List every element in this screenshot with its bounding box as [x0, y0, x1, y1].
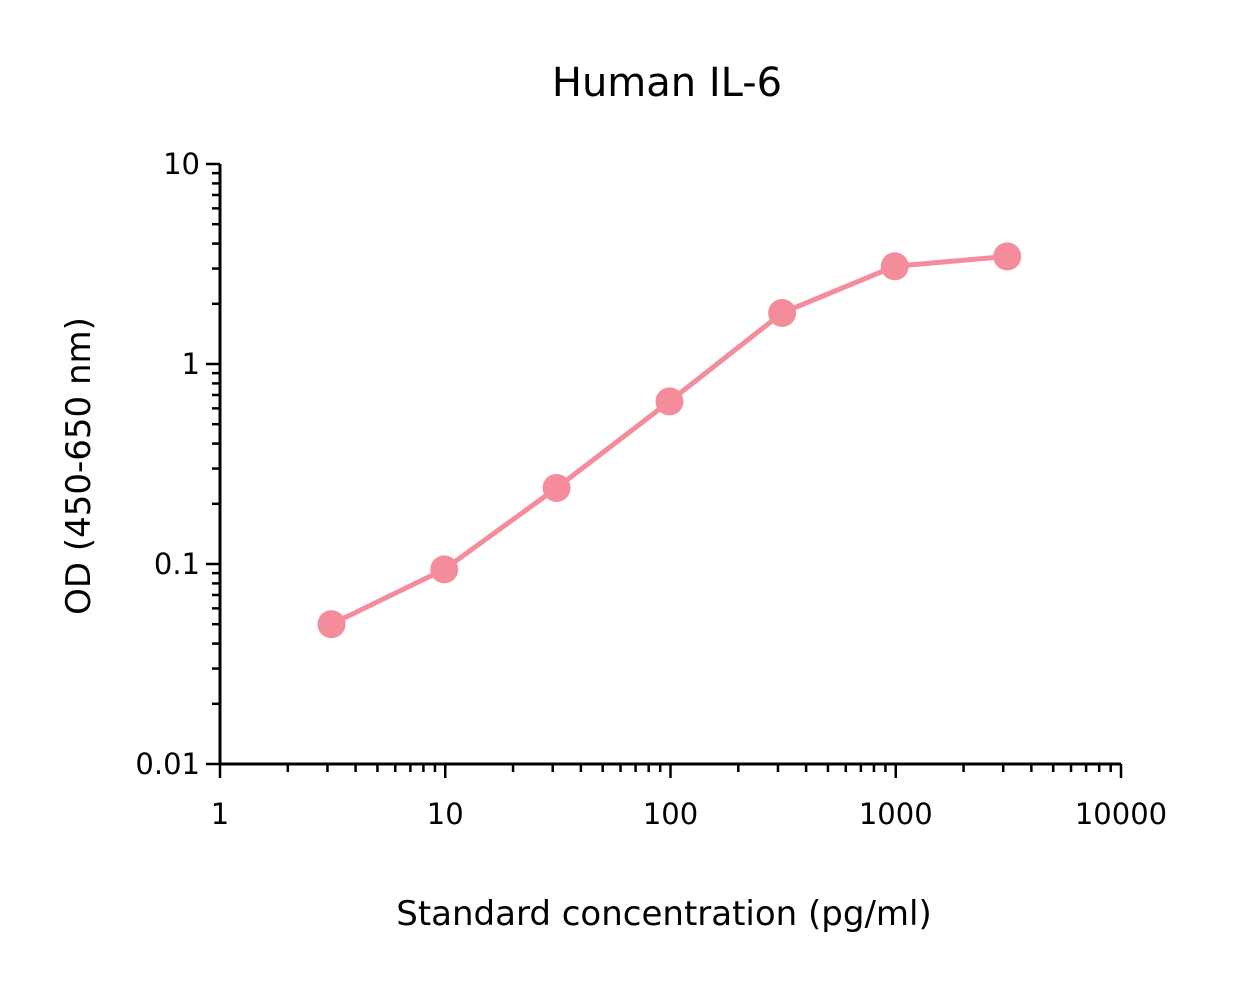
- x-tick-label: 1000: [859, 797, 933, 831]
- x-tick-label: 10000: [1075, 797, 1167, 831]
- x-tick-label: 100: [643, 797, 698, 831]
- data-point: [542, 473, 571, 502]
- x-tick-label: 1: [211, 797, 229, 831]
- data-point: [768, 298, 797, 327]
- data-point: [430, 555, 459, 584]
- data-point: [655, 387, 684, 416]
- series: [317, 242, 1022, 639]
- y-tick-label: 1: [182, 347, 200, 381]
- y-axis-label: OD (450-650 nm): [59, 317, 99, 615]
- axes: [218, 164, 1121, 766]
- y-tick-label: 10: [163, 147, 200, 181]
- chart-title: Human IL-6: [552, 60, 782, 106]
- y-tick-label: 0.1: [154, 547, 200, 581]
- data-point: [993, 242, 1022, 271]
- data-point: [317, 610, 346, 639]
- x-tick-label: 10: [427, 797, 464, 831]
- y-tick-label: 0.01: [135, 747, 200, 781]
- tick-labels: 1 10 100 1000 10000 0.01 0.1 1 10: [135, 147, 1167, 831]
- data-point: [880, 252, 909, 281]
- ticks: [206, 162, 1123, 778]
- x-axis-label: Standard concentration (pg/ml): [396, 894, 931, 934]
